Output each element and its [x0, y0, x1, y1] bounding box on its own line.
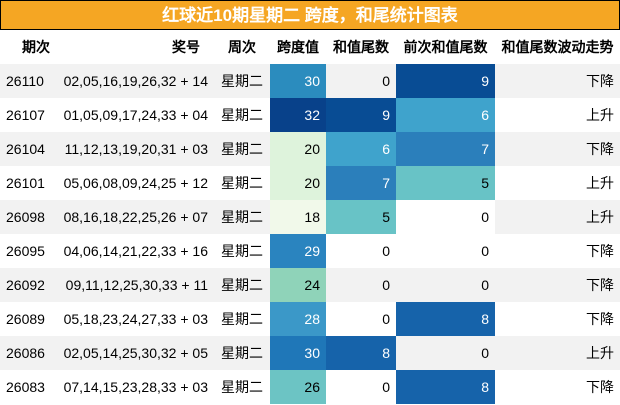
cell-zhouci: 星期二: [214, 302, 270, 336]
cell-zhouci: 星期二: [214, 336, 270, 370]
cell-trend: 下降: [495, 234, 620, 268]
cell-hewei: 0: [326, 370, 396, 404]
cell-qici: 26089: [0, 302, 56, 336]
cell-jianghao: 07,14,15,23,28,33 + 03: [56, 370, 214, 404]
cell-prev-hewei: 5: [396, 166, 495, 200]
header-kuadu: 跨度值: [277, 39, 319, 55]
header-jianghao: 奖号: [172, 39, 200, 55]
cell-zhouci: 星期二: [214, 268, 270, 302]
cell-jianghao: 09,11,12,25,30,33 + 11: [56, 268, 214, 302]
cell-jianghao: 04,06,14,21,22,33 + 16: [56, 234, 214, 268]
table-row: 26104 11,12,13,19,20,31 + 03 星期二 20 6 7 下降: [0, 132, 620, 166]
cell-prev-hewei: 8: [396, 302, 495, 336]
cell-hewei: 0: [326, 302, 396, 336]
cell-kuadu: 26: [270, 370, 326, 404]
cell-kuadu: 29: [270, 234, 326, 268]
cell-kuadu: 24: [270, 268, 326, 302]
cell-zhouci: 星期二: [214, 234, 270, 268]
cell-trend: 上升: [495, 200, 620, 234]
table-row: 26107 01,05,09,17,24,33 + 04 星期二 32 9 6 上升: [0, 98, 620, 132]
header-hewei: 和值尾数: [333, 39, 389, 55]
header-row: 期次 奖号 周次 跨度值 和值尾数 前次和值尾数 和值尾数波动走势: [0, 30, 620, 64]
table-body: 26110 02,05,16,19,26,32 + 14 星期二 30 0 9 下降 2610…: [0, 64, 620, 404]
cell-prev-hewei: 7: [396, 132, 495, 166]
cell-zhouci: 星期二: [214, 132, 270, 166]
table-row: 26098 08,16,18,22,25,26 + 07 星期二 18 5 0 上升: [0, 200, 620, 234]
table-row: 26089 05,18,23,24,27,33 + 03 星期二 28 0 8 下降: [0, 302, 620, 336]
cell-jianghao: 05,06,08,09,24,25 + 12: [56, 166, 214, 200]
cell-zhouci: 星期二: [214, 64, 270, 98]
cell-jianghao: 05,18,23,24,27,33 + 03: [56, 302, 214, 336]
cell-prev-hewei: 0: [396, 268, 495, 302]
cell-kuadu: 30: [270, 64, 326, 98]
cell-trend: 上升: [495, 166, 620, 200]
cell-jianghao: 02,05,14,25,30,32 + 05: [56, 336, 214, 370]
cell-zhouci: 星期二: [214, 98, 270, 132]
cell-kuadu: 30: [270, 336, 326, 370]
cell-kuadu: 20: [270, 166, 326, 200]
cell-trend: 下降: [495, 268, 620, 302]
cell-qici: 26110: [0, 64, 56, 98]
cell-jianghao: 08,16,18,22,25,26 + 07: [56, 200, 214, 234]
cell-qici: 26104: [0, 132, 56, 166]
cell-jianghao: 01,05,09,17,24,33 + 04: [56, 98, 214, 132]
cell-prev-hewei: 0: [396, 336, 495, 370]
cell-kuadu: 32: [270, 98, 326, 132]
cell-trend: 下降: [495, 302, 620, 336]
cell-qici: 26086: [0, 336, 56, 370]
cell-hewei: 0: [326, 268, 396, 302]
cell-qici: 26098: [0, 200, 56, 234]
cell-jianghao: 11,12,13,19,20,31 + 03: [56, 132, 214, 166]
cell-qici: 26095: [0, 234, 56, 268]
cell-hewei: 6: [326, 132, 396, 166]
stats-table: 期次 奖号 周次 跨度值 和值尾数 前次和值尾数 和值尾数波动走势 26110 0…: [0, 30, 620, 404]
table-row: 26095 04,06,14,21,22,33 + 16 星期二 29 0 0 下降: [0, 234, 620, 268]
table-row: 26092 09,11,12,25,30,33 + 11 星期二 24 0 0 下降: [0, 268, 620, 302]
cell-prev-hewei: 6: [396, 98, 495, 132]
cell-trend: 下降: [495, 132, 620, 166]
cell-hewei: 8: [326, 336, 396, 370]
cell-kuadu: 20: [270, 132, 326, 166]
cell-zhouci: 星期二: [214, 200, 270, 234]
header-qici: 期次: [22, 39, 50, 55]
cell-kuadu: 28: [270, 302, 326, 336]
cell-hewei: 0: [326, 234, 396, 268]
cell-hewei: 9: [326, 98, 396, 132]
cell-trend: 上升: [495, 98, 620, 132]
cell-qici: 26092: [0, 268, 56, 302]
cell-zhouci: 星期二: [214, 166, 270, 200]
table-row: 26083 07,14,15,23,28,33 + 03 星期二 26 0 8 下降: [0, 370, 620, 404]
cell-hewei: 5: [326, 200, 396, 234]
table-row: 26101 05,06,08,09,24,25 + 12 星期二 20 7 5 上升: [0, 166, 620, 200]
header-prev-hewei: 前次和值尾数: [403, 39, 488, 55]
cell-trend: 下降: [495, 64, 620, 98]
table-row: 26086 02,05,14,25,30,32 + 05 星期二 30 8 0 上升: [0, 336, 620, 370]
cell-hewei: 7: [326, 166, 396, 200]
header-trend: 和值尾数波动走势: [501, 39, 614, 55]
cell-prev-hewei: 9: [396, 64, 495, 98]
cell-jianghao: 02,05,16,19,26,32 + 14: [56, 64, 214, 98]
cell-hewei: 0: [326, 64, 396, 98]
table-row: 26110 02,05,16,19,26,32 + 14 星期二 30 0 9 下降: [0, 64, 620, 98]
cell-qici: 26083: [0, 370, 56, 404]
cell-prev-hewei: 8: [396, 370, 495, 404]
cell-prev-hewei: 0: [396, 234, 495, 268]
cell-qici: 26107: [0, 98, 56, 132]
cell-kuadu: 18: [270, 200, 326, 234]
cell-prev-hewei: 0: [396, 200, 495, 234]
cell-trend: 上升: [495, 336, 620, 370]
cell-qici: 26101: [0, 166, 56, 200]
cell-trend: 下降: [495, 370, 620, 404]
header-zhouci: 周次: [228, 39, 256, 55]
cell-zhouci: 星期二: [214, 370, 270, 404]
chart-title: 红球近10期星期二 跨度，和尾统计图表: [0, 0, 620, 30]
